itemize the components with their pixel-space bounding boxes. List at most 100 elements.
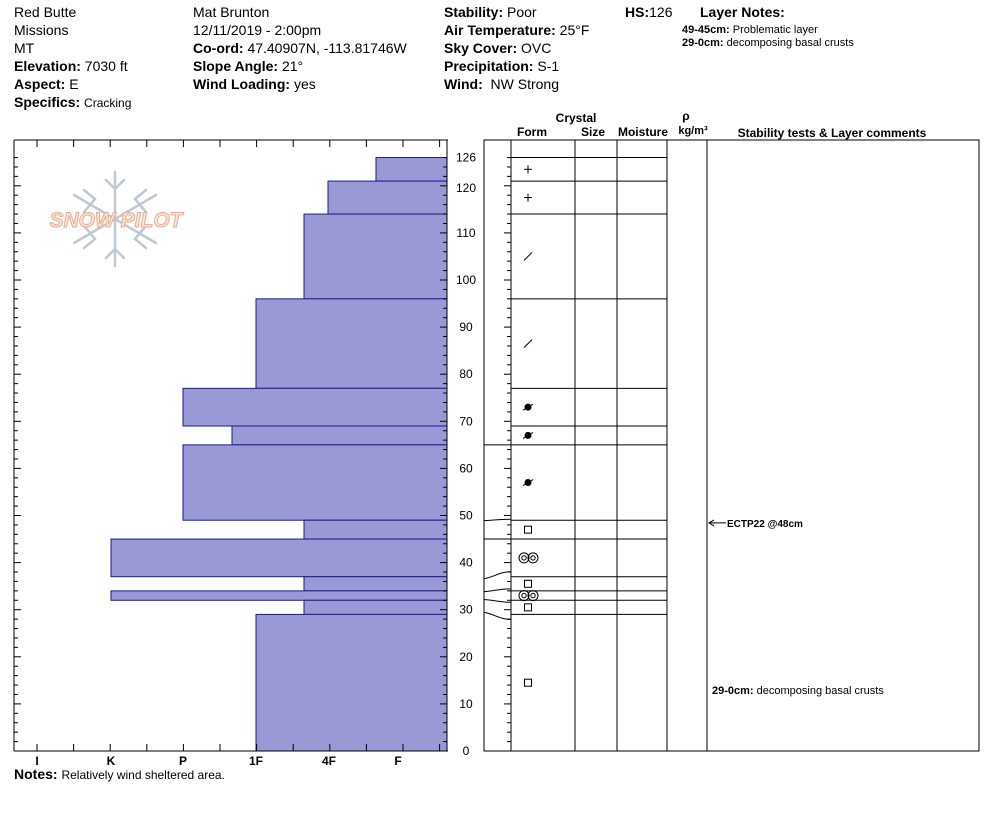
- melt-form-symbol: [521, 555, 527, 561]
- melt-form-symbol: [530, 555, 536, 561]
- stability-test-label: ECTP22 @48cm: [727, 519, 803, 530]
- density-symbol-header: ρ: [682, 109, 689, 123]
- layer-note-text: Problematic layer: [732, 24, 818, 36]
- observer-name: Mat Brunton: [193, 4, 270, 20]
- depth-tick-label: 50: [459, 509, 473, 523]
- form-header: Form: [517, 125, 547, 139]
- hardness-bar: [327, 180, 448, 215]
- hs-field: HS:126: [625, 3, 672, 21]
- layer-connector: [483, 571, 512, 580]
- faceted-symbol: [524, 579, 532, 588]
- hardness-bar: [375, 157, 448, 182]
- range-name: Missions: [14, 22, 69, 38]
- hardness-bar: [182, 444, 448, 521]
- slope-field: Slope Angle: 21°: [193, 57, 303, 75]
- hs-label: HS:: [625, 4, 650, 20]
- decomposing-symbol: [523, 252, 533, 261]
- precip-value: S-1: [537, 58, 560, 74]
- elevation-label: Elevation:: [14, 58, 81, 74]
- stability-field: Stability: Poor: [444, 3, 537, 21]
- density-unit-header: kg/m³: [678, 125, 708, 137]
- layer-table-frame: [483, 139, 980, 752]
- layer-note-item: 49-45cm: Problematic layer: [682, 24, 818, 36]
- depth-tick-label: 110: [456, 226, 475, 240]
- aspect-label: Aspect:: [14, 76, 66, 92]
- hardness-bar: [303, 576, 448, 592]
- precip-field: Precipitation: S-1: [444, 57, 559, 75]
- air-temp-label: Air Temperature:: [444, 22, 556, 38]
- layer-note-range: 49-45cm:: [682, 24, 730, 36]
- faceted-symbol: [524, 678, 532, 687]
- hardness-bars: [110, 157, 448, 752]
- hardness-tick-label: 1F: [249, 754, 263, 768]
- layer-connector: [483, 611, 512, 620]
- snowpilot-logo: SNOW PILOT: [49, 170, 185, 268]
- stability-tests: ECTP22 @48cm: [708, 519, 803, 530]
- hardness-bar: [303, 213, 448, 300]
- hardness-tick-label: F: [394, 754, 401, 768]
- rounded-grain-symbol: [522, 403, 534, 411]
- hardness-bar: [255, 613, 448, 752]
- hardness-tick-label: 4F: [322, 754, 336, 768]
- air-temp-value: 25°F: [559, 22, 590, 38]
- hardness-axis-labels: I K P 1F 4F F: [35, 754, 401, 768]
- hardness-bar: [255, 298, 448, 389]
- wind-loading-field: Wind Loading: yes: [193, 75, 316, 93]
- faceted-symbol: [524, 525, 532, 534]
- layer-comment-text: decomposing basal crusts: [757, 685, 885, 697]
- specifics-value: Cracking: [84, 96, 132, 110]
- melt-form-symbol: [527, 552, 539, 564]
- size-header: Size: [581, 125, 605, 139]
- depth-tick-label: 20: [459, 650, 473, 664]
- hardness-bar: [303, 599, 448, 615]
- wind-field: Wind: NW Strong: [444, 75, 559, 93]
- specifics-label: Specifics:: [14, 94, 81, 110]
- layer-comments: 29-0cm: decomposing basal crusts: [712, 685, 884, 697]
- hardness-axis-ticks: [36, 140, 441, 751]
- depth-tick-label: 120: [456, 181, 476, 195]
- comments-header: Stability tests & Layer comments: [738, 126, 927, 140]
- air-temp-field: Air Temperature: 25°F: [444, 21, 589, 39]
- rounded-grain-symbol: [522, 479, 534, 486]
- moisture-header: Moisture: [618, 125, 668, 139]
- wind-loading-label: Wind Loading:: [193, 76, 291, 92]
- snowflake-icon: [72, 170, 158, 268]
- melt-form-symbol: [530, 592, 536, 599]
- melt-form-symbol: [518, 552, 530, 564]
- depth-tick-label: 60: [459, 461, 473, 475]
- hardness-bar: [231, 425, 448, 446]
- wind-loading-value: yes: [293, 76, 316, 92]
- crystal-header: Crystal: [556, 111, 597, 125]
- hardness-bar: [110, 538, 448, 578]
- layer-note-range: 29-0cm:: [682, 37, 724, 49]
- depth-tick-label: 80: [459, 367, 473, 381]
- layer-boundaries: [483, 157, 667, 620]
- depth-tick-label: 70: [459, 414, 473, 428]
- crystal-form-symbols: [518, 165, 539, 687]
- slope-value: 21°: [281, 58, 304, 74]
- stability-value: Poor: [507, 4, 537, 20]
- stability-test-arrow: [708, 519, 715, 527]
- stability-label: Stability:: [444, 4, 504, 20]
- layer-connector: [483, 518, 512, 522]
- hardness-bar: [182, 387, 448, 427]
- hardness-bar: [303, 519, 448, 540]
- layer-note-text: decomposing basal crusts: [726, 37, 854, 49]
- notes-value: Relatively wind sheltered area.: [61, 768, 225, 782]
- depth-tick-label: 126: [456, 151, 476, 165]
- decomposing-symbol: [523, 339, 533, 348]
- layer-note-item: 29-0cm: decomposing basal crusts: [682, 37, 854, 49]
- melt-form-symbol: [518, 590, 530, 602]
- wind-value: NW Strong: [490, 76, 559, 92]
- depth-tick-label: 30: [459, 603, 473, 617]
- aspect-field: Aspect: E: [14, 75, 79, 93]
- layer-comment-range: 29-0cm:: [712, 685, 757, 697]
- hardness-bar: [110, 590, 448, 601]
- wind-label: Wind:: [444, 76, 483, 92]
- precip-label: Precipitation:: [444, 58, 534, 74]
- observation-datetime: 12/11/2019 - 2:00pm: [193, 22, 322, 38]
- location-name: Red Butte: [14, 4, 77, 20]
- elevation-field: Elevation: 7030 ft: [14, 57, 128, 75]
- notes-field: Notes: Relatively wind sheltered area.: [14, 766, 225, 782]
